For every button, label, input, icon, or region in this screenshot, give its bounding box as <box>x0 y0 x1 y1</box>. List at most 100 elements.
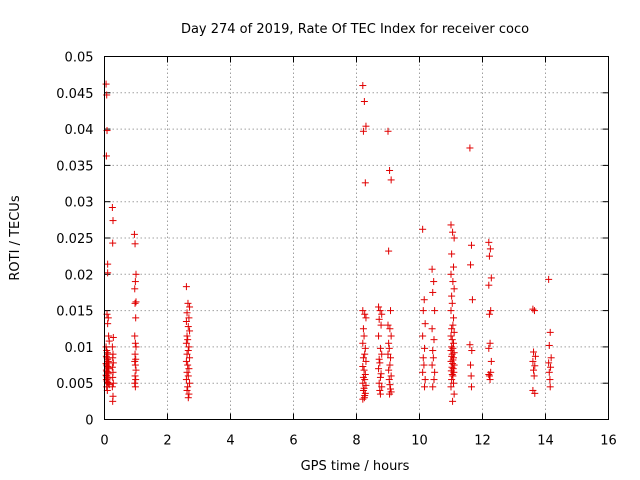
data-point <box>385 344 393 352</box>
data-point <box>359 363 367 371</box>
data-point <box>449 228 457 236</box>
data-point <box>466 144 474 152</box>
y-axis-label: ROTI / TECUs <box>8 195 23 280</box>
data-point <box>385 339 393 347</box>
data-point <box>361 344 369 352</box>
data-point <box>186 379 194 387</box>
data-point <box>385 247 393 255</box>
data-point <box>108 204 116 212</box>
data-point <box>378 383 386 391</box>
grid-lines <box>104 56 609 420</box>
x-tick-label: 0 <box>100 434 108 449</box>
data-point <box>132 343 140 351</box>
y-tick-label: 0.01 <box>65 341 94 356</box>
data-point <box>376 386 384 394</box>
data-point <box>108 383 116 391</box>
data-point <box>468 347 476 355</box>
data-point <box>105 332 113 340</box>
data-point <box>184 394 192 402</box>
data-point <box>105 337 113 345</box>
data-point <box>431 368 439 376</box>
chart-title: Day 274 of 2019, Rate Of TEC Index for r… <box>181 22 529 37</box>
data-point <box>447 383 455 391</box>
data-point <box>375 355 383 363</box>
data-point <box>131 278 139 286</box>
data-point <box>131 299 139 307</box>
data-point <box>545 341 553 349</box>
y-tick-label: 0.025 <box>56 232 93 247</box>
data-point <box>448 292 456 300</box>
data-point <box>429 383 437 391</box>
data-point <box>447 221 455 229</box>
data-point <box>486 339 494 347</box>
data-point <box>485 372 493 380</box>
data-point <box>530 348 538 356</box>
data-point <box>450 234 458 242</box>
data-point <box>359 395 367 403</box>
y-tick-label: 0.03 <box>65 196 94 211</box>
data-point <box>447 270 455 278</box>
data-point <box>419 354 427 362</box>
data-point <box>184 347 192 355</box>
data-point <box>185 314 193 322</box>
data-point <box>384 127 392 135</box>
data-point <box>386 361 394 369</box>
data-point <box>428 265 436 273</box>
data-point <box>447 332 455 340</box>
data-point <box>450 328 458 336</box>
data-point <box>361 376 369 384</box>
data-point <box>362 122 370 130</box>
x-tick-label: 8 <box>352 434 360 449</box>
data-point <box>362 314 370 322</box>
data-point <box>419 225 427 233</box>
data-point <box>448 343 456 351</box>
data-point <box>385 366 393 374</box>
x-tick-label: 16 <box>600 434 617 449</box>
data-point <box>184 361 192 369</box>
data-point <box>360 366 368 374</box>
data-point <box>387 176 395 184</box>
data-point <box>375 303 383 311</box>
data-point <box>421 376 429 384</box>
data-point <box>376 390 384 398</box>
data-point <box>361 179 369 187</box>
data-point <box>359 339 367 347</box>
data-point <box>102 152 110 160</box>
data-point <box>448 250 456 258</box>
data-point <box>485 238 493 246</box>
data-point <box>186 354 194 362</box>
data-point <box>183 350 191 358</box>
data-point <box>546 383 554 391</box>
x-tick-labels: 0 2 4 6 8 10 12 14 16 <box>100 434 616 449</box>
data-point <box>531 362 539 370</box>
data-point <box>547 354 555 362</box>
data-point <box>450 285 458 293</box>
data-point <box>184 372 192 380</box>
data-point <box>360 394 368 402</box>
data-point <box>185 365 193 373</box>
data-point <box>447 307 455 315</box>
data-point <box>109 379 117 387</box>
plot-frame <box>104 56 609 420</box>
data-point <box>421 383 429 391</box>
data-point <box>109 333 117 341</box>
x-tick-label: 12 <box>474 434 491 449</box>
data-point <box>109 373 117 381</box>
y-tick-label: 0.045 <box>56 87 93 102</box>
data-point <box>377 370 385 378</box>
data-point <box>485 370 493 378</box>
data-point <box>109 397 117 405</box>
data-point <box>184 323 192 331</box>
data-point <box>387 307 395 315</box>
y-tick-label: 0 <box>85 414 93 429</box>
data-point <box>375 365 383 373</box>
data-point <box>132 366 140 374</box>
data-point <box>131 372 139 380</box>
data-point <box>375 379 383 387</box>
data-point <box>375 332 383 340</box>
data-point <box>184 336 192 344</box>
data-point <box>361 310 369 318</box>
data-point <box>450 263 458 271</box>
data-point <box>385 376 393 384</box>
y-tick-label: 0.035 <box>56 159 93 174</box>
